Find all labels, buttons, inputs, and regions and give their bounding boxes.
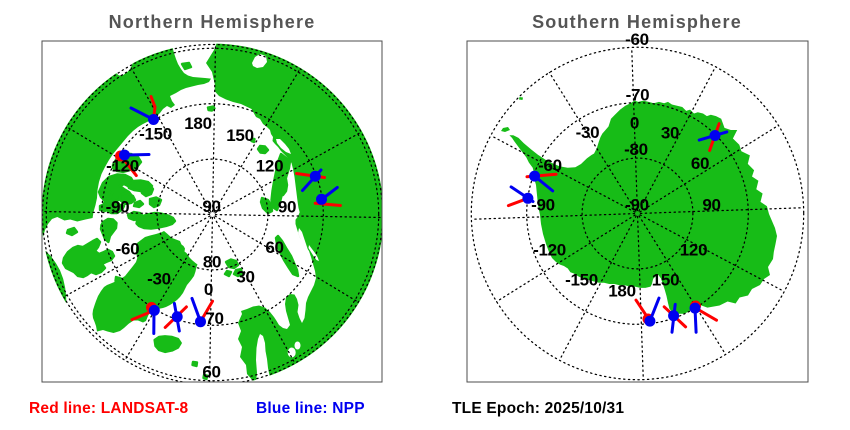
svg-text:0: 0 bbox=[204, 280, 213, 299]
svg-text:150: 150 bbox=[652, 271, 679, 290]
svg-text:90: 90 bbox=[702, 196, 720, 215]
svg-text:120: 120 bbox=[256, 157, 283, 176]
svg-text:-90: -90 bbox=[106, 198, 130, 217]
svg-text:70: 70 bbox=[205, 309, 223, 328]
svg-text:Red line: LANDSAT-8: Red line: LANDSAT-8 bbox=[29, 400, 189, 417]
svg-text:-90: -90 bbox=[625, 196, 649, 215]
svg-text:-80: -80 bbox=[624, 140, 648, 159]
svg-text:Blue line: NPP: Blue line: NPP bbox=[256, 400, 365, 417]
svg-text:30: 30 bbox=[236, 268, 254, 287]
svg-text:-60: -60 bbox=[625, 30, 649, 49]
svg-text:TLE Epoch: 2025/10/31: TLE Epoch: 2025/10/31 bbox=[452, 400, 624, 417]
svg-text:60: 60 bbox=[265, 238, 283, 257]
svg-text:180: 180 bbox=[184, 114, 211, 133]
svg-text:180: 180 bbox=[608, 282, 635, 301]
svg-text:-150: -150 bbox=[139, 125, 172, 144]
svg-text:Northern Hemisphere: Northern Hemisphere bbox=[109, 12, 316, 32]
svg-text:-60: -60 bbox=[116, 240, 140, 259]
svg-text:0: 0 bbox=[630, 114, 639, 133]
svg-text:120: 120 bbox=[680, 241, 707, 260]
svg-text:-120: -120 bbox=[533, 241, 566, 260]
svg-text:-120: -120 bbox=[106, 156, 139, 175]
svg-text:90: 90 bbox=[202, 197, 220, 216]
svg-text:60: 60 bbox=[691, 154, 709, 173]
svg-text:-30: -30 bbox=[147, 270, 171, 289]
svg-text:60: 60 bbox=[202, 363, 220, 382]
svg-text:30: 30 bbox=[661, 124, 679, 143]
svg-text:90: 90 bbox=[278, 198, 296, 217]
svg-text:80: 80 bbox=[203, 253, 221, 272]
svg-text:-90: -90 bbox=[531, 196, 555, 215]
svg-text:-30: -30 bbox=[576, 123, 600, 142]
svg-text:-150: -150 bbox=[565, 271, 598, 290]
svg-text:150: 150 bbox=[226, 126, 253, 145]
svg-text:-70: -70 bbox=[626, 86, 650, 105]
svg-text:-60: -60 bbox=[538, 156, 562, 175]
svg-text:Southern Hemisphere: Southern Hemisphere bbox=[532, 12, 742, 32]
